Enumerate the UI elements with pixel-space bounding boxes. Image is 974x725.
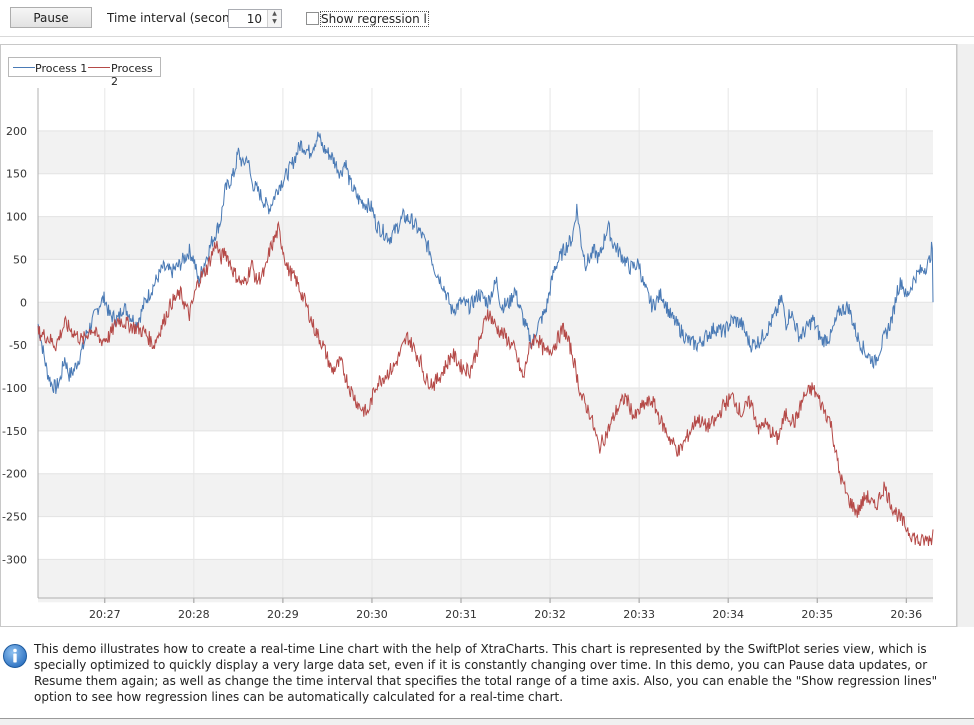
y-tick-label: 200 — [6, 125, 27, 138]
line-chart: 200 150 100 50 0 -50 -100 -150 -200 -250 -300 20:27… — [2, 88, 934, 621]
time-interval-label: Time interval (seconds — [107, 11, 229, 25]
y-tick-label: 0 — [20, 296, 27, 309]
x-tick-label: 20:28 — [178, 608, 210, 621]
spin-down-icon[interactable]: ▼ — [272, 18, 277, 25]
series-line-process-2 — [37, 220, 934, 547]
pause-button[interactable]: Pause — [10, 7, 92, 28]
y-tick-label: -300 — [2, 553, 27, 566]
interlace-band — [38, 216, 933, 260]
legend-process-2-label: Process 2 — [111, 62, 153, 88]
description-text: This demo illustrates how to create a re… — [34, 642, 938, 704]
chart-legend: Process 1 Process 2 — [8, 57, 161, 88]
vertical-scrollbar[interactable] — [957, 44, 974, 627]
toolbar: Pause Time interval (seconds 10 ▲ ▼ Show… — [0, 0, 974, 37]
legend-process-1-swatch — [13, 67, 35, 68]
x-tick-label: 20:35 — [801, 608, 833, 621]
y-tick-label: 150 — [6, 168, 27, 181]
series-line-process-1 — [37, 131, 934, 394]
x-tick-label: 20:33 — [623, 608, 655, 621]
interlace-band — [38, 130, 933, 174]
interlace-band — [38, 473, 933, 517]
interlace-band — [38, 388, 933, 431]
y-tick-label: -100 — [2, 382, 27, 395]
y-tick-label: -200 — [2, 468, 27, 481]
time-interval-value[interactable]: 10 — [246, 12, 262, 26]
x-tick-label: 20:36 — [890, 608, 922, 621]
y-tick-label: 50 — [13, 253, 27, 266]
x-tick-label: 20:34 — [712, 608, 744, 621]
x-tick-label: 20:32 — [534, 608, 566, 621]
description-area — [0, 631, 974, 724]
regression-checkbox-label[interactable]: Show regression lir — [320, 11, 429, 27]
x-tick-label: 20:29 — [267, 608, 299, 621]
y-tick-label: -250 — [2, 511, 27, 524]
spinner-arrows[interactable]: ▲ ▼ — [267, 10, 281, 27]
x-tick-label: 20:27 — [89, 608, 121, 621]
legend-process-1-label: Process 1 — [35, 62, 88, 75]
y-tick-label: 100 — [6, 211, 27, 224]
spin-up-icon[interactable]: ▲ — [272, 10, 277, 17]
time-interval-spinner[interactable]: 10 ▲ ▼ — [228, 9, 282, 28]
interlace-band — [38, 559, 933, 603]
x-tick-label: 20:30 — [356, 608, 388, 621]
window-bottom-border — [0, 718, 974, 725]
legend-process-2-swatch — [88, 67, 110, 68]
y-tick-label: -50 — [9, 339, 27, 352]
y-tick-label: -150 — [2, 425, 27, 438]
regression-checkbox[interactable] — [306, 12, 319, 25]
info-icon — [3, 644, 27, 668]
x-tick-label: 20:31 — [445, 608, 477, 621]
